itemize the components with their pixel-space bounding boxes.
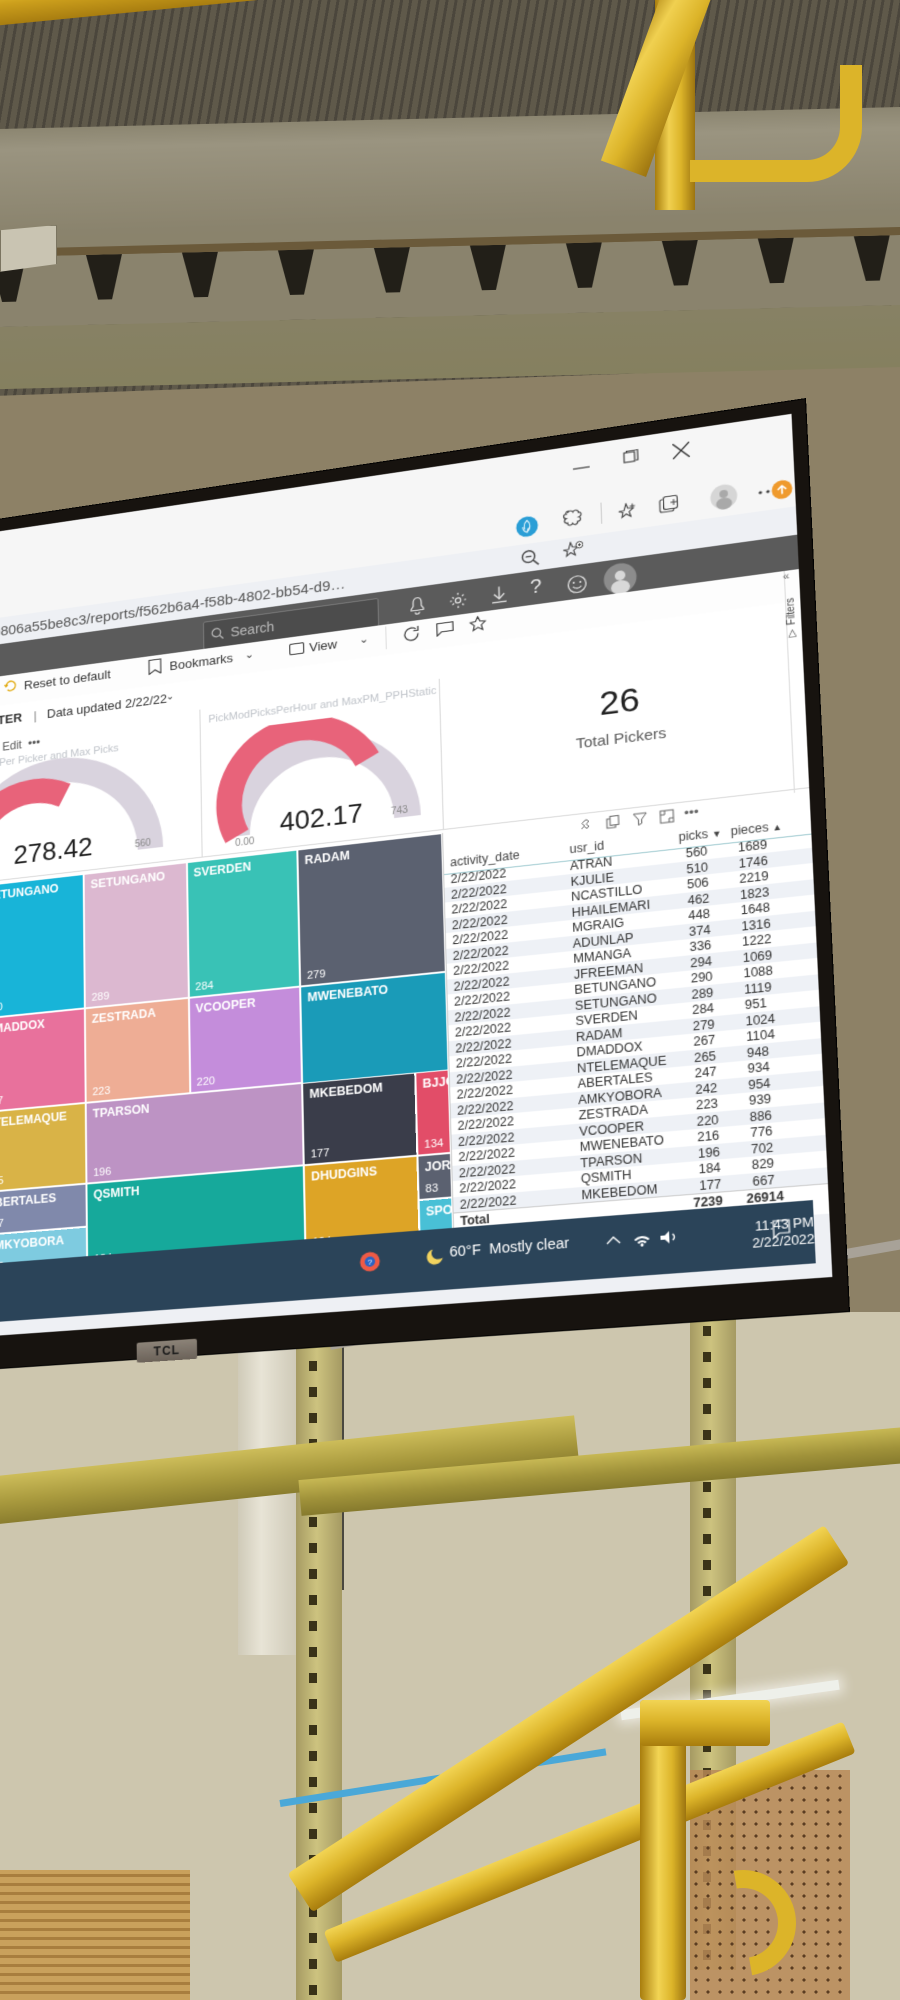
svg-text:?: ? xyxy=(367,1257,372,1267)
svg-text:278.42: 278.42 xyxy=(13,833,92,870)
svg-text:0.00: 0.00 xyxy=(235,835,254,848)
svg-text:402.17: 402.17 xyxy=(279,799,363,837)
svg-text:743: 743 xyxy=(391,804,408,817)
svg-text:560: 560 xyxy=(135,837,151,849)
